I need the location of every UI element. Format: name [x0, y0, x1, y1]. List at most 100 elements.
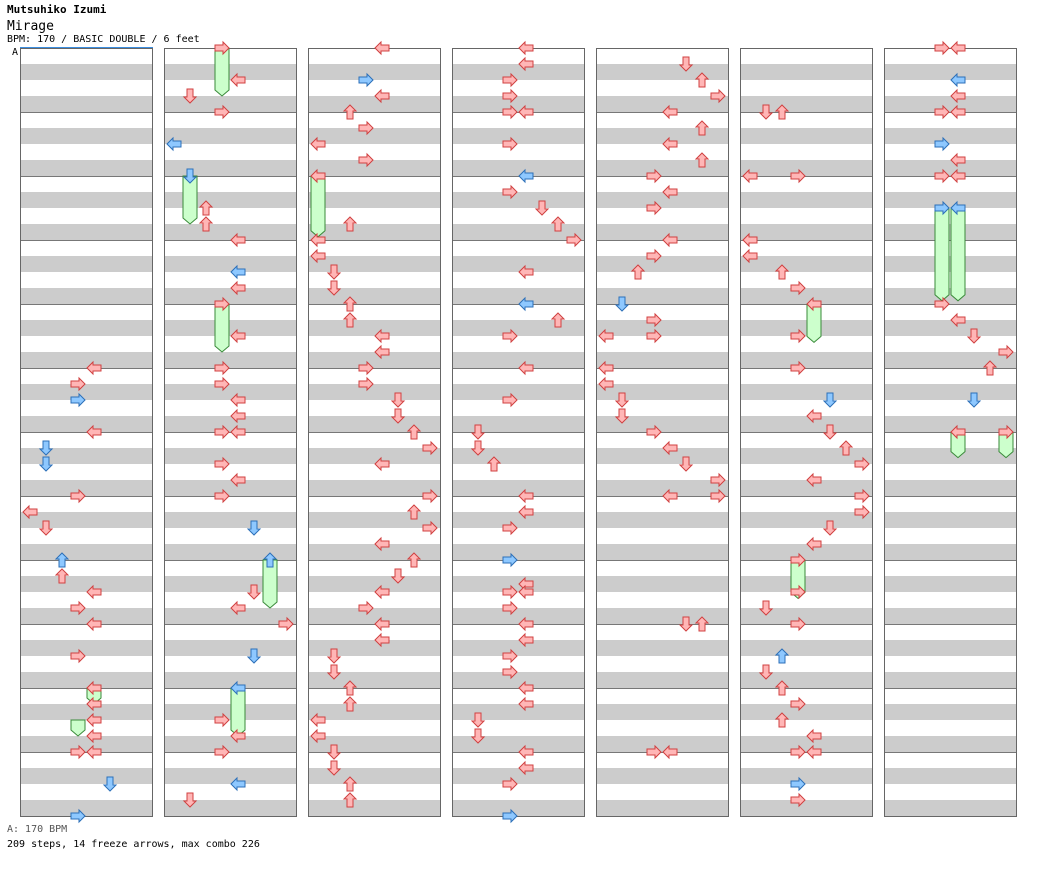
beat-band: [597, 544, 728, 560]
step-down-arrow: [534, 200, 550, 216]
step-right-arrow: [646, 200, 662, 216]
beat-band: [21, 192, 152, 208]
freeze-arrow: [950, 207, 966, 302]
chart-column: [20, 48, 153, 817]
beat-band: [165, 448, 296, 464]
beat-band: [597, 352, 728, 368]
beat-band: [741, 640, 872, 656]
step-right-arrow: [70, 392, 86, 408]
step-up-arrow: [774, 712, 790, 728]
beat-band: [453, 672, 584, 688]
step-up-arrow: [694, 616, 710, 632]
step-left-arrow: [518, 264, 534, 280]
beat-band: [741, 288, 872, 304]
step-right-arrow: [502, 184, 518, 200]
step-up-arrow: [774, 648, 790, 664]
freeze-arrow: [262, 559, 278, 609]
step-right-arrow: [502, 552, 518, 568]
step-down-arrow: [822, 392, 838, 408]
step-right-arrow: [934, 40, 950, 56]
beat-band: [885, 96, 1016, 112]
step-right-arrow: [502, 520, 518, 536]
beat-band: [453, 544, 584, 560]
beat-band: [21, 480, 152, 496]
step-right-arrow: [214, 456, 230, 472]
beat-band: [741, 576, 872, 592]
column-border: [884, 48, 1017, 817]
step-left-arrow: [374, 536, 390, 552]
step-right-arrow: [502, 584, 518, 600]
beat-band: [453, 320, 584, 336]
step-left-arrow: [662, 440, 678, 456]
freeze-arrow: [806, 303, 822, 344]
step-left-arrow: [310, 712, 326, 728]
step-down-arrow: [102, 776, 118, 792]
beat-band: [165, 64, 296, 80]
beat-band: [741, 256, 872, 272]
beat-band: [309, 512, 440, 528]
step-right-arrow: [998, 344, 1014, 360]
step-down-arrow: [326, 280, 342, 296]
column-border: [596, 48, 729, 817]
beat-band: [165, 544, 296, 560]
beat-band: [21, 704, 152, 720]
step-left-arrow: [518, 360, 534, 376]
beat-band: [165, 416, 296, 432]
step-right-arrow: [710, 488, 726, 504]
step-up-arrow: [262, 552, 278, 568]
step-left-arrow: [806, 536, 822, 552]
step-left-arrow: [806, 744, 822, 760]
beat-band: [309, 768, 440, 784]
beat-band: [21, 384, 152, 400]
chart-column: [740, 48, 873, 817]
step-left-arrow: [806, 472, 822, 488]
step-left-arrow: [374, 344, 390, 360]
beat-band: [597, 800, 728, 816]
step-up-arrow: [550, 216, 566, 232]
step-left-arrow: [374, 328, 390, 344]
step-right-arrow: [70, 808, 86, 824]
step-left-arrow: [518, 104, 534, 120]
step-right-arrow: [70, 648, 86, 664]
beat-band: [597, 512, 728, 528]
step-right-arrow: [646, 328, 662, 344]
beat-band: [741, 480, 872, 496]
step-right-arrow: [646, 312, 662, 328]
step-right-arrow: [214, 104, 230, 120]
beat-band: [309, 192, 440, 208]
beat-band: [453, 128, 584, 144]
step-down-arrow: [326, 664, 342, 680]
beat-band: [885, 544, 1016, 560]
beat-band: [21, 448, 152, 464]
beat-band: [453, 224, 584, 240]
beat-band: [741, 192, 872, 208]
step-left-arrow: [598, 376, 614, 392]
beat-band: [597, 192, 728, 208]
beat-band: [453, 96, 584, 112]
freeze-arrow: [934, 207, 950, 302]
step-up-arrow: [342, 216, 358, 232]
step-right-arrow: [790, 168, 806, 184]
step-left-arrow: [518, 696, 534, 712]
chart-column: [452, 48, 585, 817]
step-left-arrow: [950, 104, 966, 120]
step-right-arrow: [70, 600, 86, 616]
beat-band: [453, 768, 584, 784]
step-left-arrow: [86, 712, 102, 728]
step-up-arrow: [342, 792, 358, 808]
step-up-arrow: [550, 312, 566, 328]
beat-band: [597, 288, 728, 304]
beat-band: [21, 512, 152, 528]
beat-band: [885, 160, 1016, 176]
step-left-arrow: [86, 744, 102, 760]
beat-band: [741, 512, 872, 528]
step-left-arrow: [374, 632, 390, 648]
step-left-arrow: [742, 168, 758, 184]
step-down-arrow: [390, 408, 406, 424]
beat-band: [885, 288, 1016, 304]
step-up-arrow: [694, 152, 710, 168]
step-up-arrow: [694, 72, 710, 88]
beat-band: [21, 544, 152, 560]
beat-band: [21, 64, 152, 80]
